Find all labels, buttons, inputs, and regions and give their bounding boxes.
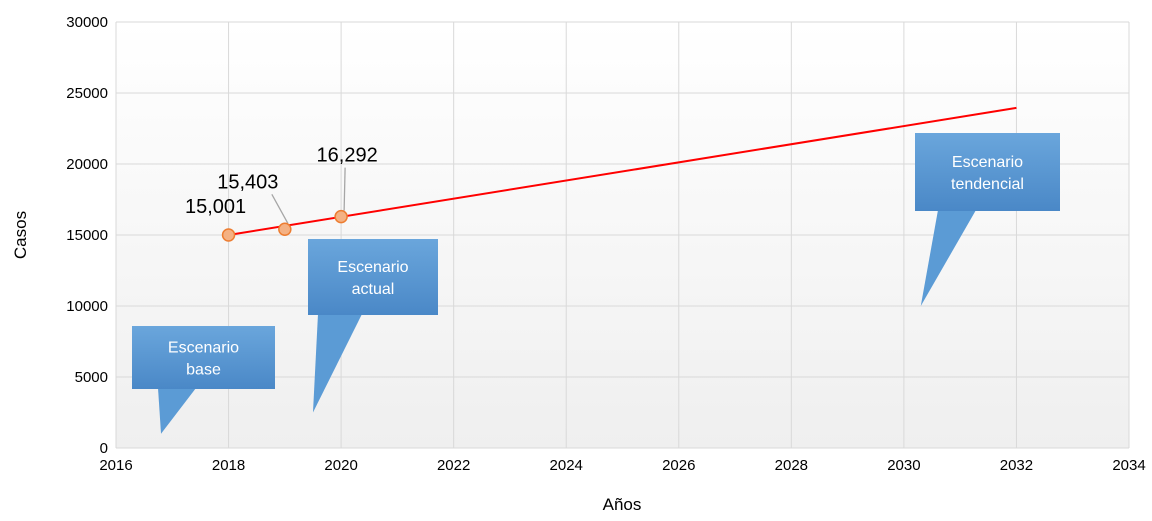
x-tick-label: 2020 [324, 457, 357, 474]
callout-box [132, 326, 275, 389]
callout-text: actual [352, 281, 395, 298]
callout-box [308, 239, 438, 315]
y-tick-label: 25000 [66, 85, 108, 102]
x-tick-label: 2032 [1000, 457, 1033, 474]
y-tick-label: 5000 [75, 369, 108, 386]
callout-text: base [186, 362, 221, 379]
y-tick-label: 10000 [66, 298, 108, 315]
y-axis-title: Casos [11, 211, 30, 259]
callout-pointer [312, 314, 362, 413]
data-point [334, 209, 348, 224]
callout-text: Escenario [952, 154, 1023, 171]
x-tick-label: 2026 [662, 457, 695, 474]
data-point [278, 222, 292, 237]
callout-text: tendencial [951, 176, 1024, 193]
callout: Escenario base [132, 326, 275, 434]
callout-text: Escenario [337, 259, 408, 276]
x-axis-title: Años [603, 495, 642, 514]
x-tick-label: 2018 [212, 457, 245, 474]
x-tick-label: 2034 [1112, 457, 1145, 474]
callout-pointer [920, 210, 976, 306]
x-tick-label: 2024 [550, 457, 583, 474]
observed-points-series [221, 209, 348, 242]
trend-line-series [228, 106, 1017, 236]
x-axis-ticks: 2016 2018 2020 2022 2024 2026 2028 2030 2032 2034 [99, 457, 1145, 474]
data-label: 15,403 [217, 171, 278, 193]
callout-box [915, 133, 1060, 211]
x-tick-label: 2016 [99, 457, 132, 474]
data-label: 15,001 [185, 196, 246, 218]
leader-line [271, 193, 289, 224]
callout-text: Escenario [168, 340, 239, 357]
x-tick-label: 2022 [437, 457, 470, 474]
x-tick-label: 2028 [775, 457, 808, 474]
data-label: 16,292 [317, 145, 378, 167]
trend-line [228, 106, 1017, 236]
y-tick-label: 30000 [66, 14, 108, 31]
callout: Escenario tendencial [915, 133, 1060, 306]
callout-pointer [158, 388, 196, 434]
y-tick-label: 20000 [66, 156, 108, 173]
y-tick-label: 0 [100, 440, 108, 457]
data-point [221, 228, 236, 242]
leader-line [343, 167, 346, 211]
callout: Escenario actual [308, 239, 438, 413]
data-labels: 15,001 15,403 16,292 [185, 145, 378, 218]
callouts: Escenario base Escenario actual Escenario ten… [132, 133, 1060, 434]
gridlines [115, 21, 1130, 449]
label-leaders [271, 167, 346, 224]
y-tick-label: 15000 [66, 227, 108, 244]
x-tick-label: 2030 [887, 457, 920, 474]
y-axis-ticks: 0 5000 10000 15000 20000 25000 30000 [66, 14, 108, 457]
